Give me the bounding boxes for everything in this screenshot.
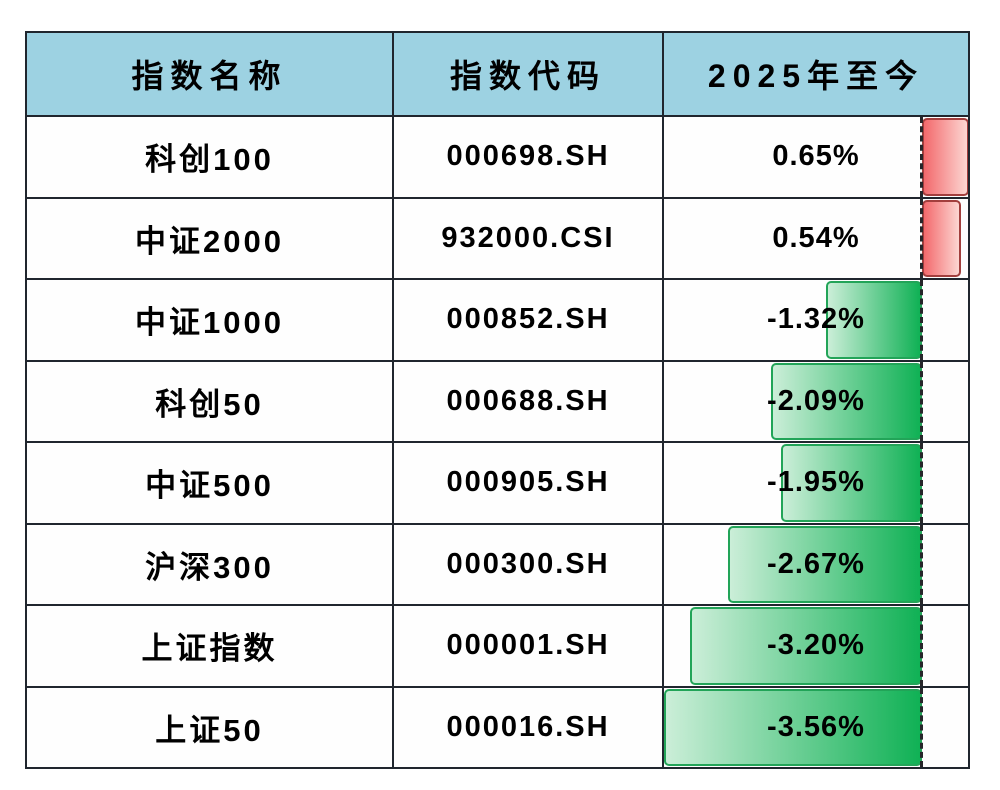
change-data-bar: [922, 118, 968, 196]
table-row: 科创50 000688.SH -2.09%: [27, 359, 968, 441]
change-value: -3.56%: [767, 710, 865, 743]
change-value: -2.67%: [767, 547, 865, 580]
change-value: 0.65%: [772, 140, 860, 173]
change-data-bar: [690, 607, 922, 685]
table-row: 中证500 000905.SH -1.95%: [27, 441, 968, 523]
change-cell: -2.67%: [664, 524, 968, 604]
change-cell: -3.20%: [664, 606, 968, 686]
change-data-bar: [922, 199, 961, 277]
change-cell: -2.09%: [664, 361, 968, 441]
zero-axis-line: [920, 606, 923, 686]
change-value: 0.54%: [772, 221, 860, 254]
zero-axis-line: [920, 687, 923, 767]
index-name-cell: 上证指数: [27, 606, 394, 686]
header-index-code: 指数代码: [394, 33, 664, 115]
change-value: -3.20%: [767, 629, 865, 662]
change-cell: -1.32%: [664, 280, 968, 360]
table-header-row: 指数名称 指数代码 2025年至今: [27, 33, 968, 115]
index-name-cell: 上证50: [27, 687, 394, 767]
index-name-cell: 中证2000: [27, 198, 394, 278]
table-row: 中证1000 000852.SH -1.32%: [27, 278, 968, 360]
change-value: -1.95%: [767, 466, 865, 499]
zero-axis-line: [920, 117, 923, 197]
index-code-cell: 000016.SH: [394, 687, 664, 767]
zero-axis-line: [920, 443, 923, 523]
change-data-bar: [664, 688, 922, 766]
change-cell: 0.65%: [664, 117, 968, 197]
zero-axis-line: [920, 280, 923, 360]
table-row: 上证指数 000001.SH -3.20%: [27, 604, 968, 686]
change-value: -1.32%: [767, 303, 865, 336]
change-cell: 0.54%: [664, 198, 968, 278]
index-code-cell: 000698.SH: [394, 117, 664, 197]
index-code-cell: 932000.CSI: [394, 198, 664, 278]
header-ytd-2025: 2025年至今: [707, 58, 925, 94]
change-cell: -1.95%: [664, 443, 968, 523]
index-name-cell: 科创100: [27, 117, 394, 197]
index-name-cell: 中证500: [27, 443, 394, 523]
table-row: 中证2000 932000.CSI 0.54%: [27, 196, 968, 278]
index-performance-table: 指数名称 指数代码 2025年至今 科创100 000698.SH 0.65% …: [25, 31, 970, 769]
table-row: 科创100 000698.SH 0.65%: [27, 115, 968, 197]
change-value: -2.09%: [767, 384, 865, 417]
zero-axis-line: [920, 361, 923, 441]
zero-axis-line: [920, 198, 923, 278]
index-code-cell: 000001.SH: [394, 606, 664, 686]
header-index-name: 指数名称: [27, 33, 394, 115]
index-code-cell: 000905.SH: [394, 443, 664, 523]
change-data-bar: [781, 444, 922, 522]
index-code-cell: 000688.SH: [394, 361, 664, 441]
table-row: 上证50 000016.SH -3.56%: [27, 685, 968, 767]
table-row: 沪深300 000300.SH -2.67%: [27, 522, 968, 604]
index-code-cell: 000852.SH: [394, 280, 664, 360]
change-data-bar: [826, 281, 922, 359]
change-cell: -3.56%: [664, 687, 968, 767]
index-code-cell: 000300.SH: [394, 524, 664, 604]
change-data-bar: [771, 362, 922, 440]
index-name-cell: 沪深300: [27, 524, 394, 604]
index-name-cell: 中证1000: [27, 280, 394, 360]
zero-axis-line: [920, 524, 923, 604]
index-name-cell: 科创50: [27, 361, 394, 441]
